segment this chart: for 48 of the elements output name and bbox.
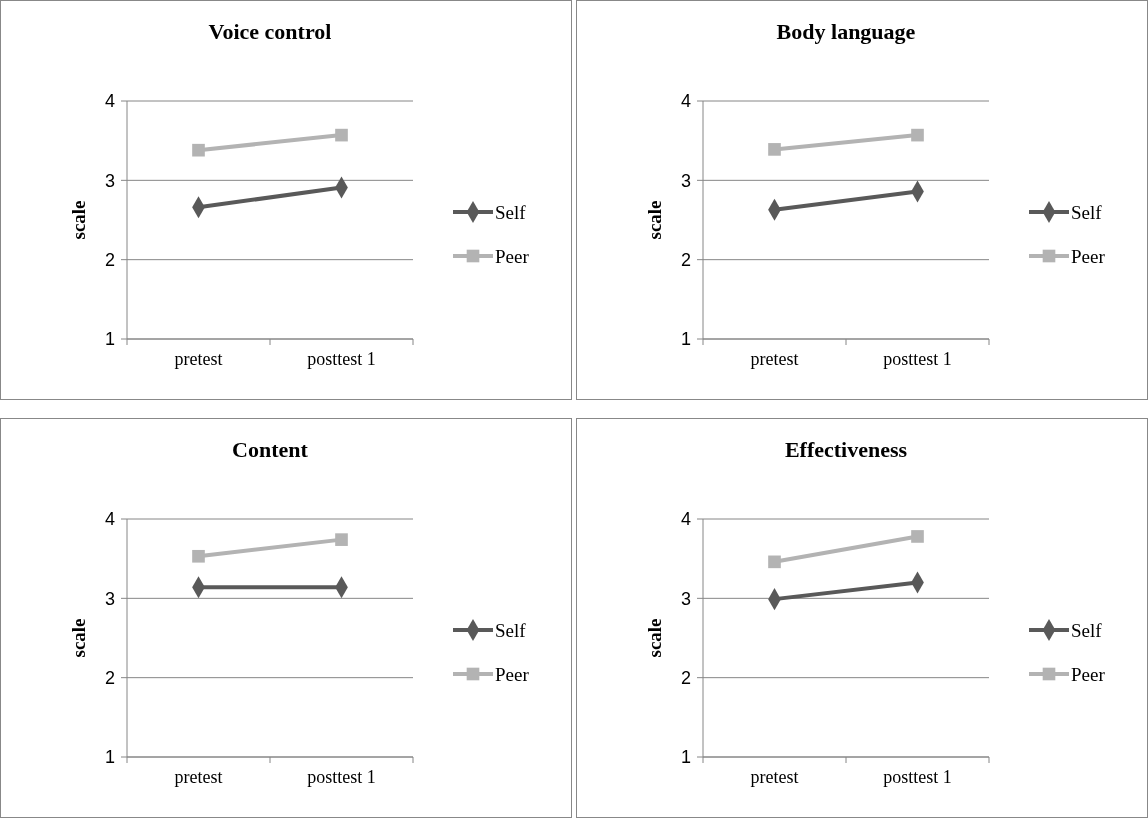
chart-title: Content <box>232 437 309 462</box>
point <box>911 128 924 142</box>
y-tick-label: 3 <box>680 170 691 191</box>
y-axis-title: scale <box>68 200 89 240</box>
y-tick-label: 2 <box>680 249 691 270</box>
x-tick-label: pretest <box>750 767 799 787</box>
legend-label: Self <box>495 619 527 641</box>
point <box>192 143 205 157</box>
legend-label: Self <box>1071 201 1103 223</box>
x-tick-label: posttest 1 <box>307 349 376 369</box>
chart-title: Voice control <box>208 19 332 44</box>
legend-label: Peer <box>1071 245 1106 267</box>
y-tick-label: 4 <box>104 509 115 530</box>
x-tick-label: pretest <box>174 349 223 369</box>
x-tick-label: pretest <box>174 767 223 787</box>
legend-label: Self <box>495 201 527 223</box>
point <box>768 143 781 156</box>
legend-label: Peer <box>1071 663 1106 685</box>
y-axis-title: scale <box>68 618 89 658</box>
x-tick-label: pretest <box>750 349 799 369</box>
x-tick-label: posttest 1 <box>883 349 952 369</box>
point <box>335 533 348 546</box>
y-tick-label: 1 <box>680 329 691 350</box>
y-tick-label: 3 <box>680 588 691 609</box>
y-tick-label: 3 <box>104 588 115 609</box>
point <box>335 128 348 142</box>
x-tick-label: posttest 1 <box>883 767 952 787</box>
y-tick-label: 2 <box>680 667 691 688</box>
y-axis-title: scale <box>644 200 665 240</box>
y-axis-title: scale <box>644 618 665 658</box>
legend-label: Peer <box>495 663 530 685</box>
y-tick-label: 1 <box>104 329 115 350</box>
y-tick-label: 4 <box>680 91 691 112</box>
x-tick-label: posttest 1 <box>307 767 376 787</box>
y-tick-label: 1 <box>104 747 115 768</box>
y-tick-label: 4 <box>104 91 115 112</box>
y-tick-label: 3 <box>104 170 115 191</box>
point <box>192 549 205 563</box>
point <box>768 555 781 569</box>
y-tick-label: 1 <box>680 747 691 768</box>
chart-title: Effectiveness <box>784 437 908 462</box>
point <box>911 530 924 543</box>
y-tick-label: 2 <box>104 249 115 270</box>
y-tick-label: 4 <box>680 509 691 530</box>
chart-title: Body language <box>776 19 916 44</box>
legend-label: Self <box>1071 619 1103 641</box>
y-tick-label: 2 <box>104 667 115 688</box>
legend-label: Peer <box>495 245 530 267</box>
